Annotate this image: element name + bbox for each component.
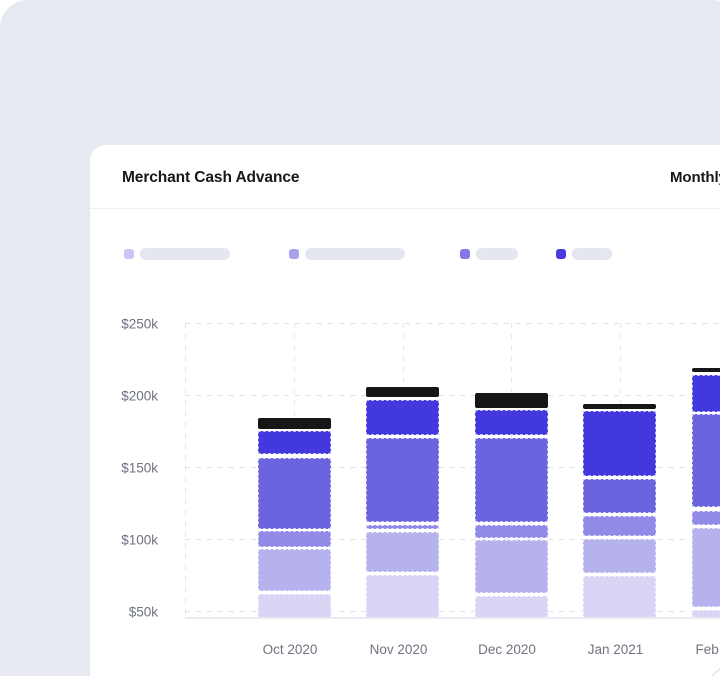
- x-axis-line: [185, 617, 720, 619]
- legend-label-skeleton: [476, 248, 518, 260]
- bar-segment-violet[interactable]: [583, 516, 656, 536]
- bar-segment-medium-violet[interactable]: [257, 457, 331, 529]
- stacked-bar-chart: $250k $200k $150k $100k $50k Oct 2020 Nov 2020…: [90, 145, 720, 676]
- bar-segment-bright-indigo[interactable]: [366, 400, 439, 435]
- bar-nov-2020[interactable]: [366, 145, 439, 617]
- legend-label-skeleton: [305, 248, 405, 260]
- gridline-$200k: [185, 395, 720, 396]
- x-axis-tick-label: Oct 2020: [262, 642, 318, 657]
- y-axis-tick-label: $150k: [121, 460, 158, 475]
- legend-marker-icon: [124, 249, 134, 259]
- legend-item-lavender[interactable]: [124, 248, 230, 260]
- legend-label-skeleton: [140, 248, 230, 260]
- y-axis-tick-label: $200k: [121, 388, 158, 403]
- merchant-cash-advance-card: Merchant Cash Advance Monthly $250k $200k…: [90, 145, 720, 676]
- legend-label-skeleton: [572, 248, 612, 260]
- legend-item-violet[interactable]: [460, 248, 518, 260]
- bar-segment-light-violet[interactable]: [257, 548, 331, 591]
- card-header: Merchant Cash Advance Monthly: [90, 145, 720, 208]
- bar-segment-light-violet[interactable]: [691, 528, 720, 607]
- gridline-$250k: [185, 323, 720, 324]
- bar-dec-2020[interactable]: [474, 145, 548, 617]
- bar-segment-medium-violet[interactable]: [366, 438, 439, 523]
- x-axis-tick-label: Feb 2021: [695, 642, 720, 657]
- bar-segment-light-violet[interactable]: [583, 539, 656, 573]
- bar-oct-2020[interactable]: [257, 145, 331, 617]
- x-axis-tick-label: Nov 2020: [369, 642, 428, 657]
- legend-item-indigo[interactable]: [556, 248, 612, 260]
- plot-left-edge-line: [185, 323, 186, 618]
- bar-segment-cap[interactable]: [691, 367, 720, 373]
- gridline-$50k: [185, 611, 720, 612]
- bar-segment-lavender[interactable]: [583, 576, 656, 617]
- bar-segment-bright-indigo[interactable]: [691, 375, 720, 412]
- bar-segment-cap[interactable]: [474, 393, 548, 408]
- y-axis-tick-label: $250k: [121, 316, 158, 331]
- bar-segment-light-violet[interactable]: [474, 540, 548, 593]
- bar-segment-lavender[interactable]: [474, 596, 548, 617]
- bar-segment-lavender[interactable]: [366, 575, 439, 617]
- bar-segment-lavender[interactable]: [691, 610, 720, 617]
- legend-marker-icon: [556, 249, 566, 259]
- bar-segment-light-violet[interactable]: [366, 531, 439, 572]
- bar-segment-violet[interactable]: [366, 524, 439, 530]
- plot-area: [90, 145, 720, 617]
- bar-segment-bright-indigo[interactable]: [474, 410, 548, 436]
- legend-item-light-violet[interactable]: [289, 248, 405, 260]
- bar-segment-violet[interactable]: [691, 511, 720, 526]
- bar-segment-violet[interactable]: [257, 530, 331, 547]
- chart-legend: [90, 248, 720, 262]
- bar-segment-cap[interactable]: [257, 418, 331, 429]
- bar-segment-bright-indigo[interactable]: [583, 411, 656, 476]
- bar-segment-cap[interactable]: [583, 403, 656, 409]
- card-title: Merchant Cash Advance: [122, 169, 300, 186]
- bar-jan-2021[interactable]: [583, 145, 656, 617]
- x-axis-tick-label: Jan 2021: [587, 642, 644, 657]
- bar-segment-cap[interactable]: [366, 386, 439, 398]
- bar-segment-lavender[interactable]: [257, 594, 331, 617]
- period-selector[interactable]: Monthly: [670, 169, 720, 186]
- gridline-$100k: [185, 539, 720, 540]
- bar-feb-2021[interactable]: [691, 145, 720, 617]
- bar-segment-medium-violet[interactable]: [691, 414, 720, 507]
- legend-marker-icon: [460, 249, 470, 259]
- header-divider: [90, 208, 720, 209]
- bar-segment-medium-violet[interactable]: [474, 438, 548, 523]
- bar-segment-bright-indigo[interactable]: [257, 431, 331, 455]
- x-axis-tick-label: Dec 2020: [478, 642, 536, 657]
- legend-marker-icon: [289, 249, 299, 259]
- y-axis-tick-label: $100k: [121, 532, 158, 547]
- bar-segment-medium-violet[interactable]: [583, 478, 656, 513]
- bar-segment-violet[interactable]: [474, 525, 548, 538]
- gridline-$150k: [185, 467, 720, 468]
- y-axis-tick-label: $50k: [128, 604, 158, 619]
